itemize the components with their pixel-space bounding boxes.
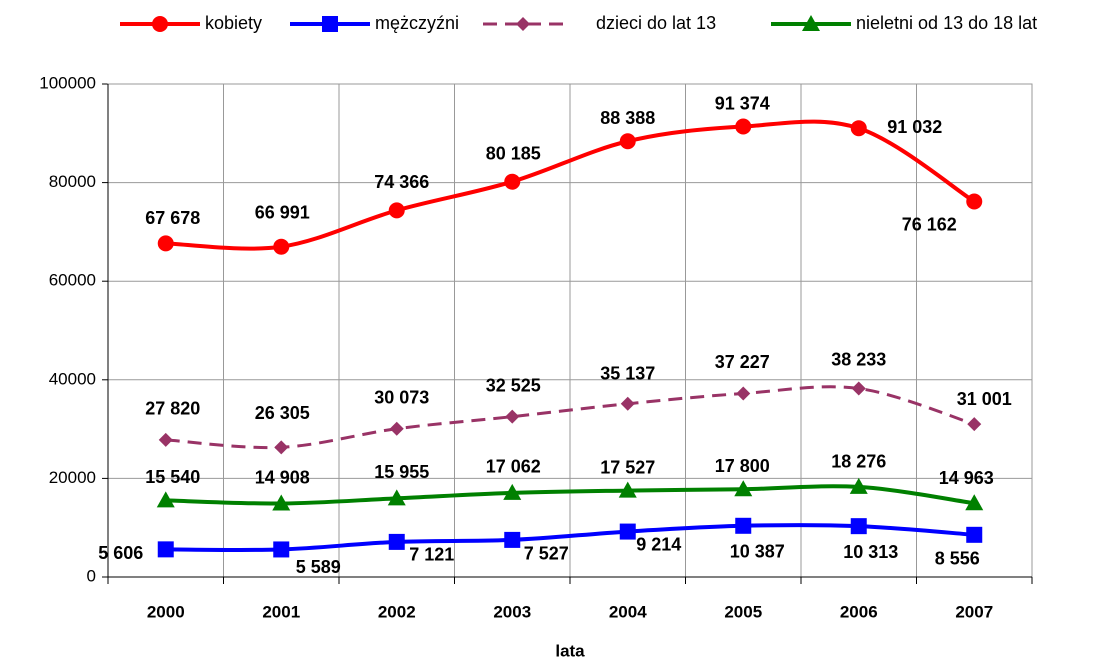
data-label: 74 366	[374, 172, 429, 192]
data-label: 14 963	[939, 468, 994, 488]
data-label: 9 214	[636, 534, 681, 554]
marker	[966, 193, 983, 210]
data-label: 15 955	[374, 462, 429, 482]
data-label: 5 589	[296, 557, 341, 577]
marker	[156, 491, 175, 508]
x-tick-label: 2003	[493, 602, 531, 621]
marker	[850, 120, 867, 137]
data-label: 10 387	[730, 542, 785, 562]
x-tick-label: 2006	[840, 602, 878, 621]
data-label: 88 388	[600, 108, 655, 128]
data-label: 76 162	[902, 214, 957, 234]
data-label: 15 540	[145, 467, 200, 487]
data-label: 17 527	[600, 457, 655, 477]
data-label: 37 227	[715, 352, 770, 372]
x-tick-label: 2002	[378, 602, 416, 621]
marker	[516, 17, 530, 31]
data-label: 32 525	[486, 375, 541, 395]
data-label: 80 185	[486, 143, 541, 163]
x-tick-label: 2000	[147, 602, 185, 621]
x-tick-label: 2007	[955, 602, 993, 621]
marker	[851, 381, 866, 396]
marker	[158, 432, 173, 447]
data-label: 31 001	[957, 389, 1012, 409]
marker	[152, 16, 168, 32]
marker	[274, 440, 289, 455]
y-tick-label: 0	[87, 566, 96, 585]
data-label: 91 374	[715, 93, 770, 113]
data-label: 14 908	[255, 467, 310, 487]
marker	[849, 477, 868, 494]
legend-label: nieletni od 13 do 18 lat	[856, 13, 1037, 33]
series-line	[165, 523, 975, 552]
data-label: 7 527	[524, 544, 569, 564]
data-label: 18 276	[831, 452, 886, 472]
marker	[619, 523, 636, 540]
data-label: 26 305	[255, 403, 310, 423]
marker	[735, 118, 752, 135]
y-tick-label: 40000	[49, 369, 96, 388]
marker	[850, 518, 867, 535]
marker	[504, 531, 521, 548]
marker	[273, 541, 290, 558]
marker	[157, 541, 174, 558]
data-label: 91 032	[887, 117, 942, 137]
marker	[618, 481, 637, 498]
series-line	[165, 484, 975, 506]
marker	[967, 417, 982, 432]
x-axis-label: lata	[555, 641, 585, 660]
y-tick-label: 60000	[49, 271, 96, 290]
marker	[157, 235, 174, 252]
marker	[272, 494, 291, 511]
marker	[736, 386, 751, 401]
marker	[504, 173, 521, 190]
marker	[965, 494, 984, 511]
data-label: 8 556	[935, 549, 980, 569]
legend-label: mężczyźni	[375, 13, 459, 33]
data-label: 66 991	[255, 202, 310, 222]
data-label: 38 233	[831, 349, 886, 369]
data-label: 35 137	[600, 364, 655, 384]
marker	[966, 526, 983, 543]
marker	[505, 409, 520, 424]
x-tick-label: 2005	[724, 602, 762, 621]
data-label: 30 073	[374, 387, 429, 407]
marker	[620, 396, 635, 411]
x-tick-label: 2004	[609, 602, 647, 621]
marker	[734, 480, 753, 497]
marker	[387, 489, 406, 506]
marker	[273, 238, 290, 255]
marker	[503, 483, 522, 500]
data-label: 67 678	[145, 208, 200, 228]
data-label: 10 313	[843, 542, 898, 562]
y-tick-label: 100000	[39, 73, 96, 92]
y-tick-label: 20000	[49, 468, 96, 487]
data-label: 7 121	[409, 545, 454, 565]
marker	[619, 133, 636, 150]
legend-label: kobiety	[205, 13, 262, 33]
marker	[388, 533, 405, 550]
data-label: 17 062	[486, 457, 541, 477]
data-label: 5 606	[98, 543, 143, 563]
marker	[388, 202, 405, 219]
data-label: 17 800	[715, 456, 770, 476]
x-tick-label: 2001	[262, 602, 300, 621]
data-label: 27 820	[145, 399, 200, 419]
legend-label: dzieci do lat 13	[596, 13, 716, 33]
marker	[735, 517, 752, 534]
y-tick-label: 80000	[49, 172, 96, 191]
marker	[389, 421, 404, 436]
marker	[322, 16, 338, 32]
marker	[802, 15, 820, 31]
